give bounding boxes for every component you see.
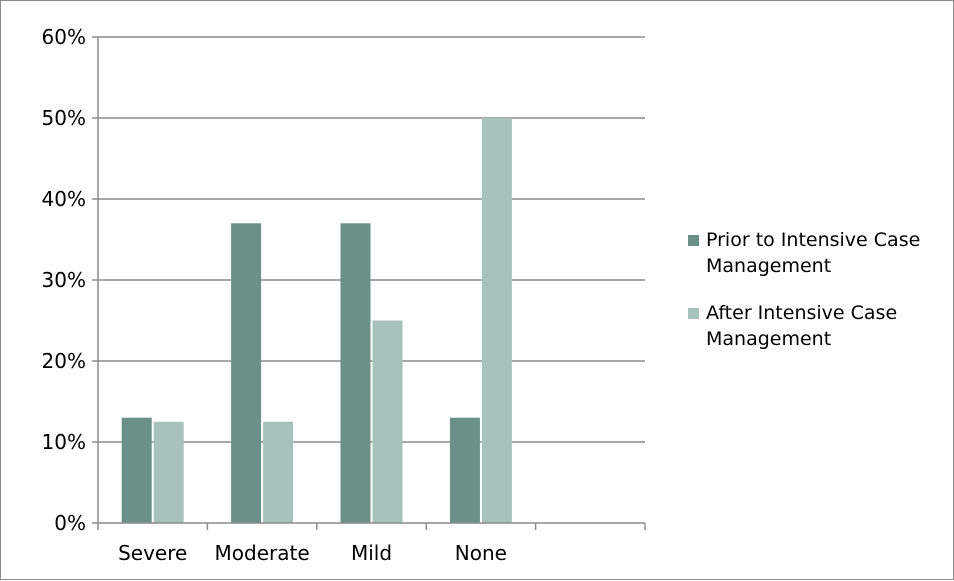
y-tick-label: 50% xyxy=(42,106,86,130)
bars xyxy=(121,118,512,524)
y-tick-label: 60% xyxy=(42,25,86,49)
bar-after-mild xyxy=(372,320,403,523)
legend-label-prior: Prior to Intensive Case xyxy=(706,229,920,251)
bar-prior-severe xyxy=(121,417,152,523)
legend: Prior to Intensive Case Management After I… xyxy=(688,229,920,350)
x-category-label: None xyxy=(455,541,507,565)
y-tick-label: 30% xyxy=(42,268,86,292)
legend-swatch-prior xyxy=(688,235,699,246)
axes xyxy=(92,36,646,530)
y-tick-label: 20% xyxy=(42,349,86,373)
x-category-label: Severe xyxy=(118,541,187,565)
y-tick-label: 10% xyxy=(42,430,86,454)
bar-prior-moderate xyxy=(231,223,262,524)
legend-label-prior: Management xyxy=(706,255,831,277)
bar-prior-none xyxy=(449,417,480,523)
y-tick-label: 0% xyxy=(54,511,86,535)
legend-swatch-after xyxy=(688,308,699,319)
gridlines xyxy=(98,36,645,443)
legend-label-after: Management xyxy=(706,328,831,350)
y-tick-labels: 0% 10% 20% 30% 40% 50% 60% xyxy=(42,25,86,535)
legend-label-after: After Intensive Case xyxy=(706,302,897,324)
x-category-labels: Severe Moderate Mild None xyxy=(118,541,507,565)
bar-prior-mild xyxy=(340,223,371,524)
y-tick-label: 40% xyxy=(42,187,86,211)
bar-after-none xyxy=(481,118,512,523)
x-category-label: Mild xyxy=(351,541,392,565)
x-category-label: Moderate xyxy=(215,541,310,565)
bar-after-moderate xyxy=(263,421,294,523)
bar-after-severe xyxy=(153,421,184,523)
